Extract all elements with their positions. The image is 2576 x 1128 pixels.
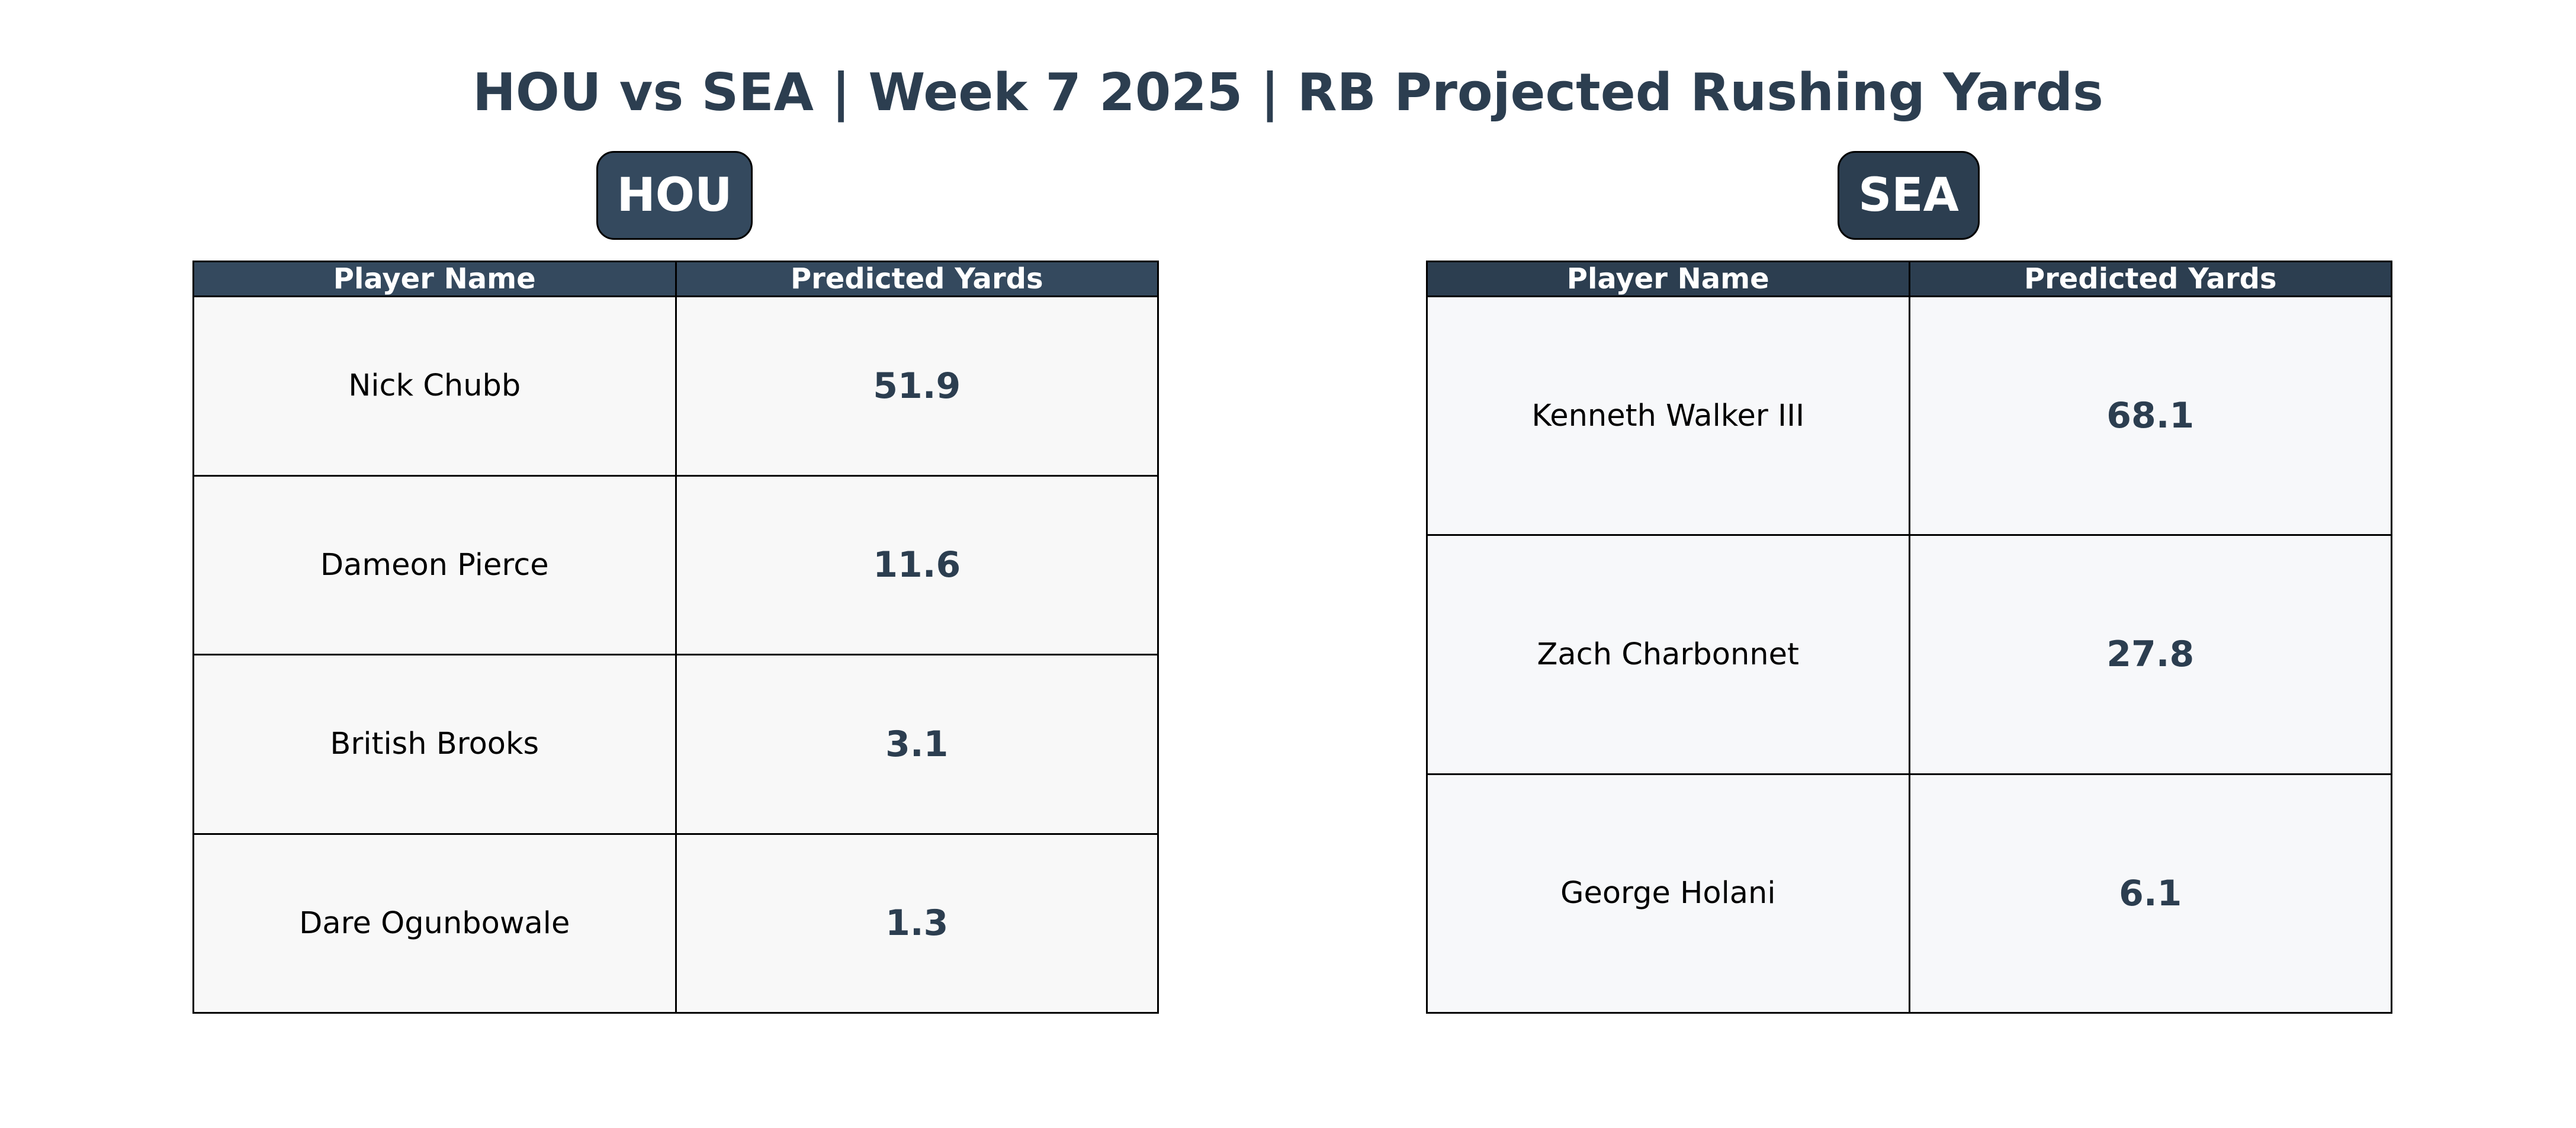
chart-title: HOU vs SEA | Week 7 2025 | RB Projected … xyxy=(473,62,2103,123)
player-name-cell: Nick Chubb xyxy=(192,295,677,477)
table-row: Dameon Pierce 11.6 xyxy=(192,474,1159,655)
player-name-cell: Dare Ogunbowale xyxy=(192,833,677,1014)
table-row: Kenneth Walker III 68.1 xyxy=(1426,295,2392,536)
predicted-yards-cell: 11.6 xyxy=(674,474,1159,655)
table-row: British Brooks 3.1 xyxy=(192,654,1159,835)
player-name-cell: Zach Charbonnet xyxy=(1426,534,1910,775)
column-header-predicted-yards: Predicted Yards xyxy=(1908,261,2392,297)
predicted-yards-cell: 27.8 xyxy=(1908,534,2392,775)
column-header-player-name: Player Name xyxy=(1426,261,1910,297)
predicted-yards-cell: 51.9 xyxy=(674,295,1159,477)
predicted-yards-cell: 3.1 xyxy=(674,654,1159,835)
table-header-row: Player Name Predicted Yards xyxy=(192,261,1159,297)
table-row: Dare Ogunbowale 1.3 xyxy=(192,833,1159,1014)
hou-projections-table: Player Name Predicted Yards Nick Chubb 5… xyxy=(192,261,1159,1014)
player-name-cell: Kenneth Walker III xyxy=(1426,295,1910,536)
team-badge-sea: SEA xyxy=(1838,151,1980,240)
column-header-predicted-yards: Predicted Yards xyxy=(674,261,1159,297)
predicted-yards-cell: 68.1 xyxy=(1908,295,2392,536)
predicted-yards-cell: 1.3 xyxy=(674,833,1159,1014)
player-name-cell: Dameon Pierce xyxy=(192,474,677,655)
sea-projections-table: Player Name Predicted Yards Kenneth Walk… xyxy=(1426,261,2392,1014)
predicted-yards-cell: 6.1 xyxy=(1908,773,2392,1014)
table-row: George Holani 6.1 xyxy=(1426,773,2392,1014)
column-header-player-name: Player Name xyxy=(192,261,677,297)
player-name-cell: British Brooks xyxy=(192,654,677,835)
table-row: Nick Chubb 51.9 xyxy=(192,295,1159,477)
player-name-cell: George Holani xyxy=(1426,773,1910,1014)
table-header-row: Player Name Predicted Yards xyxy=(1426,261,2392,297)
table-row: Zach Charbonnet 27.8 xyxy=(1426,534,2392,775)
team-badge-hou: HOU xyxy=(596,151,753,240)
